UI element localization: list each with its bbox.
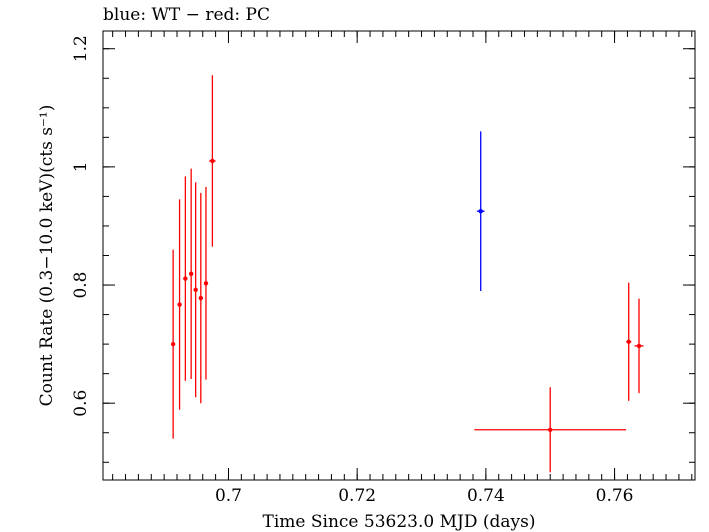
data-point [170,341,176,347]
data-point [210,158,215,164]
data-point [198,295,204,301]
series-pc [170,75,644,473]
x-axis-label: Time Since 53623.0 MJD (days) [263,512,536,532]
y-tick-label: 1 [71,161,91,172]
data-point [636,343,642,349]
data-point [177,302,182,307]
x-tick-label: 0.7 [215,486,242,506]
data-point [193,287,198,292]
x-tick-label: 0.74 [467,486,505,506]
data-point [188,271,194,277]
y-tick-label: 0.6 [71,390,91,417]
data-point [626,339,631,344]
y-tick-label: 1.2 [71,35,91,62]
y-tick-label: 0.8 [71,272,91,299]
chart-title: blue: WT − red: PC [103,5,270,25]
data-points [170,75,644,473]
data-point [548,427,553,432]
series-wt [476,131,485,291]
y-axis-label: Count Rate (0.3−10.0 keV)(cts s⁻¹) [37,105,57,407]
x-tick-label: 0.76 [596,486,634,506]
x-tick-label: 0.72 [338,486,376,506]
axis-ticks: 0.7 0.72 0.74 0.76 0.6 0.8 1 1.2 [71,31,695,506]
data-point [183,276,188,281]
data-point [478,208,483,214]
data-point [203,281,209,286]
